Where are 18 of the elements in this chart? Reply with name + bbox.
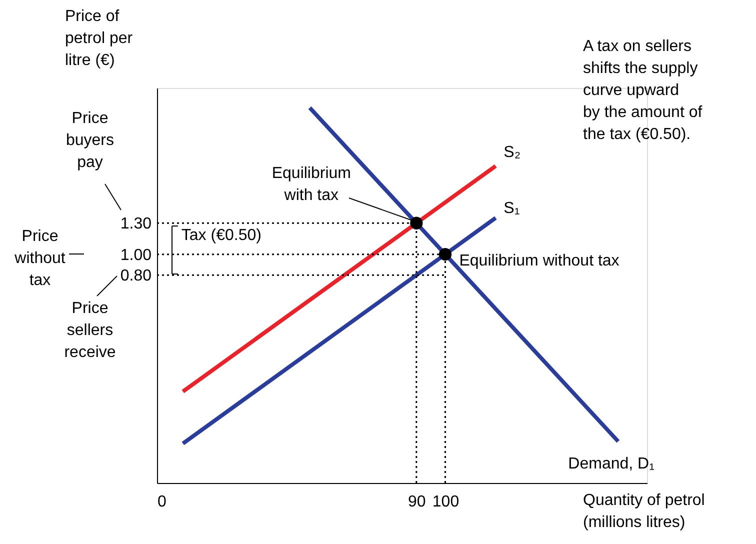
y-tick-label: 1.00	[120, 246, 152, 264]
annotation: Equilibrium with tax	[272, 165, 351, 204]
x-tick-label: 0	[158, 494, 166, 510]
annotation: A tax on sellers shifts the supply curve upward by the amount of the tax (€0.50).	[583, 38, 703, 143]
annotation: Equilibrium without tax	[459, 252, 620, 270]
series-label: Demand, D₁	[568, 455, 655, 472]
y-axis-title: Price of petrol per litre (€)	[65, 8, 134, 69]
y-tick-label: 0.80	[120, 268, 152, 285]
y-tick-label: 1.30	[120, 216, 152, 233]
x-tick-label: 90	[408, 494, 426, 510]
text: Price without tax	[14, 228, 66, 289]
series-label: S₁	[504, 200, 520, 217]
series-label: S₂	[504, 144, 521, 161]
x-tick-label: 100	[432, 494, 460, 510]
x-axis-title: Quantity of petrol (millions litres)	[583, 492, 705, 531]
text: Price buyers pay	[66, 110, 114, 171]
annotation: Tax (€0.50)	[181, 227, 262, 244]
text: Price sellers receive	[64, 300, 116, 361]
